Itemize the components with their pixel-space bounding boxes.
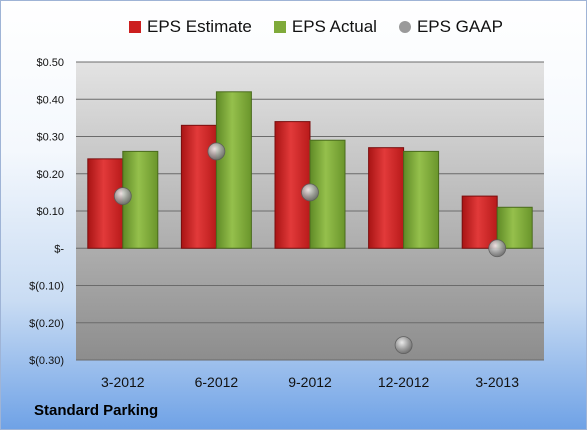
bar-actual <box>215 91 252 249</box>
x-tick-label: 6-2012 <box>195 374 239 390</box>
y-tick-label: $0.30 <box>36 132 64 144</box>
x-axis-ticks: 3-2012 6-2012 9-2012 12-2012 3-2013 <box>101 374 519 390</box>
y-tick-label: $0.10 <box>36 206 64 218</box>
bar-estimate <box>274 121 311 249</box>
gaap-point <box>113 187 132 206</box>
y-tick-label: $0.50 <box>36 57 64 69</box>
legend-swatch-actual <box>273 21 286 33</box>
y-axis-ticks: $0.50 $0.40 $0.30 $0.20 $0.10 $- $(0.10) $(0.20… <box>29 57 64 367</box>
y-tick-label: $- <box>54 243 64 255</box>
x-tick-label: 9-2012 <box>288 374 332 390</box>
y-tick-label: $0.20 <box>36 169 64 181</box>
y-tick-label: $(0.20) <box>29 318 64 330</box>
legend-label-gaap: EPS GAAP <box>416 17 503 36</box>
gaap-bubbles <box>113 142 507 355</box>
bar-actual <box>496 206 533 249</box>
bar-estimate <box>368 147 405 249</box>
x-tick-label: 3-2013 <box>475 374 519 390</box>
y-tick-label: $0.40 <box>36 94 64 106</box>
legend-swatch-estimate <box>129 21 141 33</box>
gaap-point <box>488 239 507 258</box>
y-tick-label: $(0.30) <box>29 355 64 367</box>
legend-item-actual: EPS Actual <box>273 17 377 37</box>
legend-label-actual: EPS Actual <box>291 17 377 36</box>
bars <box>87 91 533 249</box>
bar-actual <box>403 150 440 249</box>
legend-label-estimate: EPS Estimate <box>147 17 252 36</box>
x-tick-label: 3-2012 <box>101 374 145 390</box>
legend-item-estimate: EPS Estimate <box>129 17 252 37</box>
gaap-point <box>301 183 319 202</box>
gaap-point <box>394 336 413 355</box>
bar-estimate <box>461 195 498 249</box>
y-tick-label: $(0.10) <box>29 281 64 293</box>
legend-swatch-gaap <box>398 21 411 33</box>
x-tick-label: 12-2012 <box>378 374 430 390</box>
legend: EPS Estimate EPS Actual EPS GAAP <box>129 17 525 37</box>
gaap-point <box>207 142 226 161</box>
bar-estimate <box>180 124 217 249</box>
bar-estimate <box>87 158 124 249</box>
company-name: Standard Parking <box>34 402 159 419</box>
legend-item-gaap: EPS GAAP <box>398 17 503 37</box>
